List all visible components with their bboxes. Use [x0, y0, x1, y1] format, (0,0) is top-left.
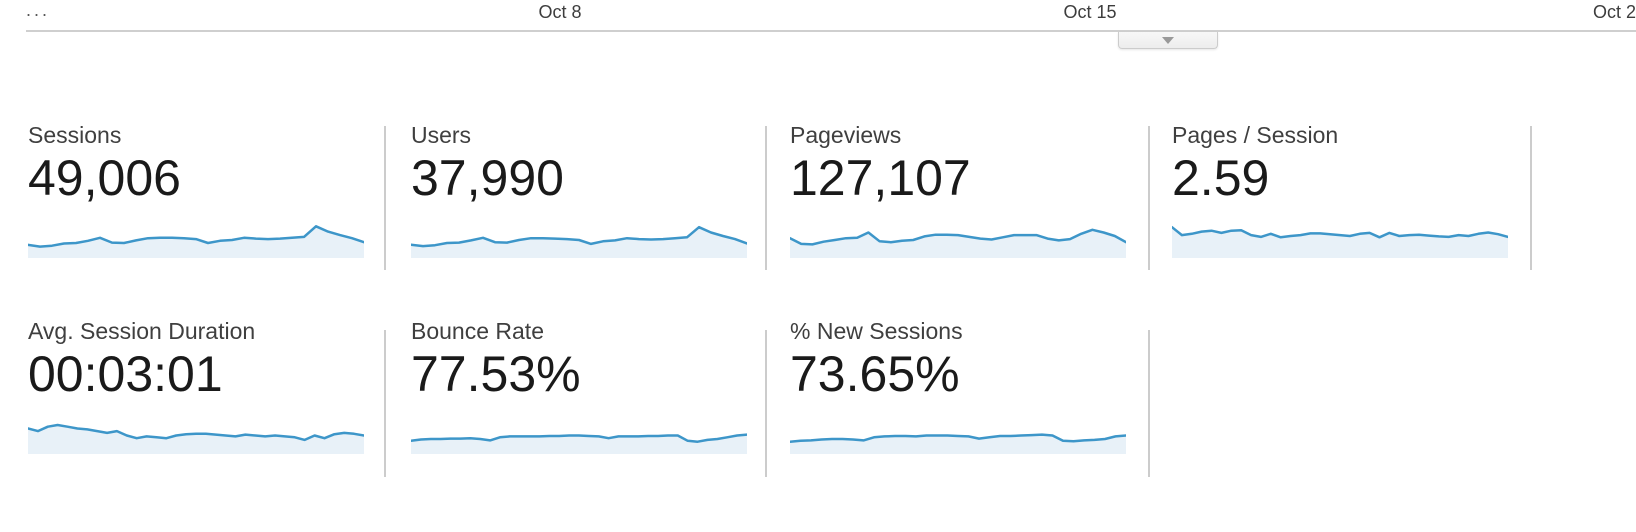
axis-tick-oct-15: Oct 15	[1063, 2, 1117, 22]
vertical-divider	[765, 126, 767, 270]
vertical-divider	[765, 330, 767, 477]
metric-label: Avg. Session Duration	[28, 318, 256, 344]
percent-new-sessions-sparkline-chart	[790, 433, 1126, 454]
vertical-divider	[384, 330, 386, 477]
vertical-divider	[1148, 126, 1150, 270]
sessions-sparkline-chart	[28, 225, 364, 258]
metric-value: 127,107	[790, 150, 971, 206]
pages-per-session-sparkline-chart	[1172, 225, 1508, 258]
metric-label: Pages / Session	[1172, 122, 1339, 148]
metric-card-pages-per-session[interactable]: Pages / Session 2.59	[1172, 120, 1512, 258]
metric-label: % New Sessions	[790, 318, 963, 344]
axis-divider-line	[26, 30, 1636, 32]
metric-value: 73.65%	[790, 346, 960, 402]
users-sparkline-chart	[411, 225, 747, 258]
metric-value: 49,006	[28, 150, 181, 206]
bounce-rate-sparkline-chart	[411, 433, 747, 454]
metric-label: Pageviews	[790, 122, 902, 148]
metric-value: 00:03:01	[28, 346, 223, 402]
metric-card-percent-new-sessions[interactable]: % New Sessions 73.65%	[790, 316, 1130, 454]
metric-value: 77.53%	[411, 346, 581, 402]
collapse-chart-button[interactable]	[1118, 32, 1218, 49]
caret-down-icon	[1162, 36, 1174, 44]
metric-label: Users	[411, 122, 472, 148]
avg-session-duration-sparkline-chart	[28, 423, 364, 454]
metric-card-avg-session-duration[interactable]: Avg. Session Duration 00:03:01	[28, 316, 368, 454]
metric-value: 37,990	[411, 150, 564, 206]
metric-card-pageviews[interactable]: Pageviews 127,107	[790, 120, 1130, 258]
vertical-divider	[1530, 126, 1532, 270]
metric-card-bounce-rate[interactable]: Bounce Rate 77.53%	[411, 316, 751, 454]
axis-tick-oct-22-clipped: Oct 2	[1593, 2, 1636, 22]
truncated-axis-label: ...	[26, 0, 51, 20]
metric-label: Sessions	[28, 122, 122, 148]
metric-card-sessions[interactable]: Sessions 49,006	[28, 120, 368, 258]
axis-tick-oct-8: Oct 8	[538, 2, 582, 22]
metric-value: 2.59	[1172, 150, 1270, 206]
metric-label: Bounce Rate	[411, 318, 544, 344]
metric-card-users[interactable]: Users 37,990	[411, 120, 751, 258]
pageviews-sparkline-chart	[790, 228, 1126, 258]
vertical-divider	[1148, 330, 1150, 477]
vertical-divider	[384, 126, 386, 270]
